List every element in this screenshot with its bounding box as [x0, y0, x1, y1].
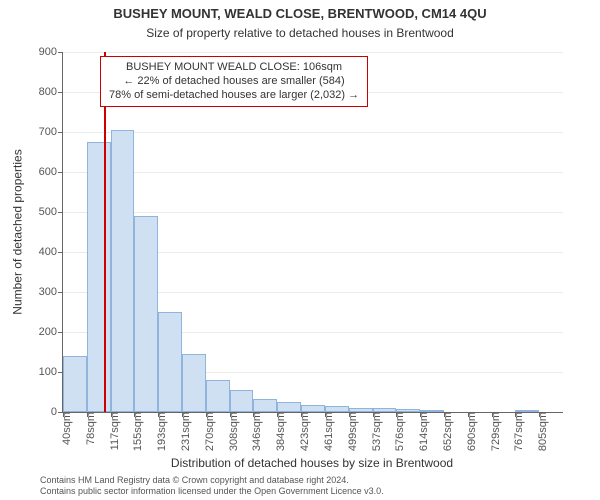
x-tick-label: 499sqm	[345, 412, 359, 451]
x-tick-label: 461sqm	[321, 412, 335, 451]
y-tick-label: 600	[39, 166, 63, 178]
gridline	[63, 52, 563, 53]
histogram-bar	[253, 399, 277, 412]
x-tick-label: 576sqm	[392, 412, 406, 451]
histogram-bar	[111, 130, 135, 412]
x-tick-label: 384sqm	[273, 412, 287, 451]
chart-footer: Contains HM Land Registry data © Crown c…	[40, 475, 384, 496]
y-tick-label: 900	[39, 46, 63, 58]
x-tick-label: 805sqm	[535, 412, 549, 451]
annotation-line: BUSHEY MOUNT WEALD CLOSE: 106sqm	[109, 61, 359, 75]
gridline	[63, 212, 563, 213]
x-axis-label: Distribution of detached houses by size …	[62, 456, 562, 470]
y-tick-label: 500	[39, 206, 63, 218]
gridline	[63, 132, 563, 133]
x-tick-label: 308sqm	[226, 412, 240, 451]
histogram-bar	[134, 216, 158, 412]
histogram-bar	[277, 402, 301, 412]
x-tick-label: 231sqm	[178, 412, 192, 451]
x-tick-label: 423sqm	[297, 412, 311, 451]
footer-line: Contains HM Land Registry data © Crown c…	[40, 475, 384, 485]
x-tick-label: 690sqm	[464, 412, 478, 451]
y-tick-label: 300	[39, 286, 63, 298]
x-tick-label: 117sqm	[107, 412, 121, 450]
histogram-chart: BUSHEY MOUNT, WEALD CLOSE, BRENTWOOD, CM…	[0, 0, 600, 500]
histogram-bar	[158, 312, 182, 412]
histogram-bar	[63, 356, 87, 412]
histogram-bar	[182, 354, 206, 412]
y-axis-label: Number of detached properties	[10, 52, 26, 412]
x-tick-label: 78sqm	[83, 412, 97, 445]
y-tick-label: 100	[39, 366, 63, 378]
gridline	[63, 172, 563, 173]
x-tick-label: 652sqm	[440, 412, 454, 451]
x-tick-label: 767sqm	[511, 412, 525, 451]
x-tick-label: 193sqm	[154, 412, 168, 451]
y-tick-label: 200	[39, 326, 63, 338]
annotation-line: 78% of semi-detached houses are larger (…	[109, 89, 359, 103]
marker-annotation: BUSHEY MOUNT WEALD CLOSE: 106sqm← 22% of…	[100, 56, 368, 107]
histogram-bar	[301, 405, 325, 412]
y-tick-label: 400	[39, 246, 63, 258]
x-tick-label: 614sqm	[416, 412, 430, 451]
x-tick-label: 346sqm	[249, 412, 263, 451]
x-tick-label: 537sqm	[369, 412, 383, 451]
x-tick-label: 729sqm	[488, 412, 502, 451]
histogram-bar	[206, 380, 230, 412]
x-tick-label: 40sqm	[59, 412, 73, 445]
chart-subtitle: Size of property relative to detached ho…	[0, 26, 600, 40]
y-tick-label: 700	[39, 126, 63, 138]
footer-line: Contains public sector information licen…	[40, 486, 384, 496]
chart-title: BUSHEY MOUNT, WEALD CLOSE, BRENTWOOD, CM…	[0, 6, 600, 21]
x-tick-label: 155sqm	[130, 412, 144, 451]
y-tick-label: 800	[39, 86, 63, 98]
x-tick-label: 270sqm	[202, 412, 216, 451]
annotation-line: ← 22% of detached houses are smaller (58…	[109, 75, 359, 89]
histogram-bar	[87, 142, 111, 412]
histogram-bar	[230, 390, 254, 412]
